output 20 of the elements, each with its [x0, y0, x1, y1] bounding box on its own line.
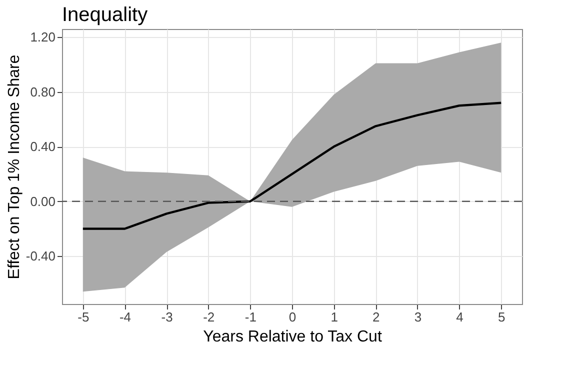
x-tick-label: 3	[414, 310, 422, 324]
y-tick-label: 1.20	[30, 30, 56, 45]
x-axis-title: Years Relative to Tax Cut	[203, 328, 382, 346]
x-tick-label: 2	[372, 310, 380, 324]
chart-title: Inequality	[62, 4, 148, 26]
x-tick-label: 5	[498, 310, 506, 324]
x-tick-label: 0	[288, 310, 296, 324]
line-series	[82, 102, 502, 230]
y-tick-label: -0.40	[26, 248, 56, 264]
y-tick-label: 0.00	[30, 194, 56, 209]
x-tick-label: -1	[244, 310, 256, 324]
x-tick-label: 4	[456, 310, 464, 324]
x-tick-label: -4	[119, 310, 132, 324]
x-tick-label: -2	[203, 310, 215, 324]
y-axis-title: Effect on Top 1% Income Share	[6, 54, 23, 280]
x-tick-label: 1	[330, 310, 338, 324]
y-tick-label: 0.80	[30, 84, 56, 100]
x-tick-label: -3	[161, 310, 173, 324]
x-tick-label: -5	[78, 310, 90, 324]
y-tick-label: 0.40	[30, 139, 56, 154]
